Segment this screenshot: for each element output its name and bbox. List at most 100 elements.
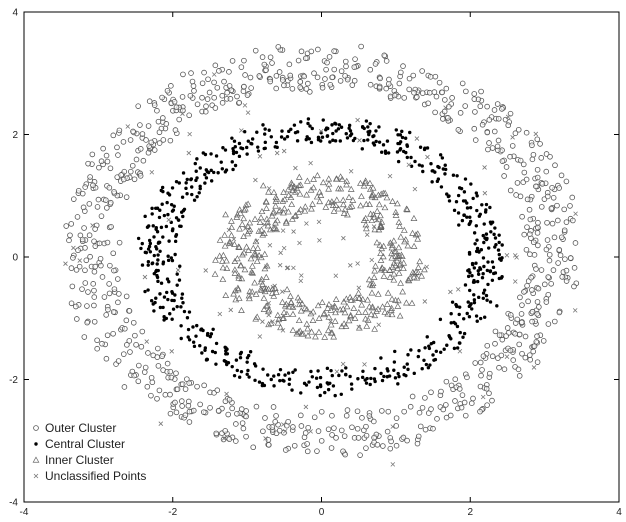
data-point [349,196,357,203]
data-point [384,310,392,317]
data-point [432,358,436,362]
data-point [369,376,373,381]
data-point [345,317,353,324]
data-point [238,64,245,70]
data-point [457,348,463,354]
data-point [345,193,353,200]
data-point [73,267,80,273]
data-point [226,227,232,233]
data-point [361,179,369,186]
data-point [285,191,293,198]
data-point [66,237,72,244]
data-point [546,257,553,264]
data-point [249,141,253,146]
data-point [199,94,205,101]
data-point [364,381,369,385]
data-point [286,371,291,375]
data-point [534,174,541,181]
data-point [351,64,358,70]
data-point [339,201,347,208]
x-tick-label: -4 [20,507,29,518]
data-point [372,143,377,147]
data-point [246,226,254,233]
data-point [372,61,379,67]
data-point [436,79,443,86]
data-point [141,369,148,375]
data-point [383,300,391,307]
data-point [298,278,304,284]
data-point [95,196,102,203]
data-point [267,78,274,85]
data-point [85,289,91,295]
data-point [329,200,335,206]
data-point [396,222,404,229]
data-point [167,279,171,284]
data-point [168,312,172,316]
data-point [234,410,240,417]
data-point [381,266,389,273]
data-point [470,274,474,278]
data-point [489,222,493,226]
data-point [395,244,403,251]
data-point [270,292,278,299]
data-point [443,378,450,385]
data-point [495,137,502,144]
data-point [554,202,560,209]
data-point [334,129,338,133]
data-point [263,146,267,150]
data-point [396,261,404,268]
data-point [201,69,207,76]
data-point [272,197,280,204]
data-point [213,350,218,355]
data-point [98,158,105,165]
data-point [403,299,410,306]
data-point [231,151,236,156]
data-point [234,284,242,291]
data-point [263,204,270,211]
data-point [415,433,422,440]
data-point [162,213,167,218]
data-point [168,83,174,89]
data-point [277,262,283,268]
data-point [315,428,322,434]
data-point [323,66,329,73]
data-point [308,124,312,128]
data-point [468,270,472,275]
data-point [111,267,117,274]
data-point [512,279,518,284]
data-point [341,433,348,439]
data-point [366,125,370,129]
data-point [149,379,156,386]
data-point [224,352,228,356]
data-point [164,224,169,229]
data-point [366,185,374,192]
data-point [530,151,537,158]
data-point [497,233,501,237]
data-point [265,285,272,292]
data-point [403,136,408,140]
data-point [383,58,390,64]
data-point [240,215,248,222]
data-point [450,300,455,304]
data-point [173,370,179,377]
data-point [213,430,220,437]
data-point [79,236,86,243]
data-point [314,376,319,380]
data-point [369,279,377,287]
data-point [330,207,338,214]
data-point [75,247,81,254]
data-point [338,68,345,74]
data-point [280,228,286,233]
data-point [156,241,161,245]
data-point [328,319,333,324]
data-point [543,168,550,175]
data-point [482,190,488,196]
data-point [248,350,253,354]
data-point [420,367,424,371]
data-point [167,239,171,243]
data-point [315,46,321,53]
data-point [477,408,483,415]
data-point [354,408,361,415]
data-point [252,47,259,54]
data-point [189,177,193,182]
